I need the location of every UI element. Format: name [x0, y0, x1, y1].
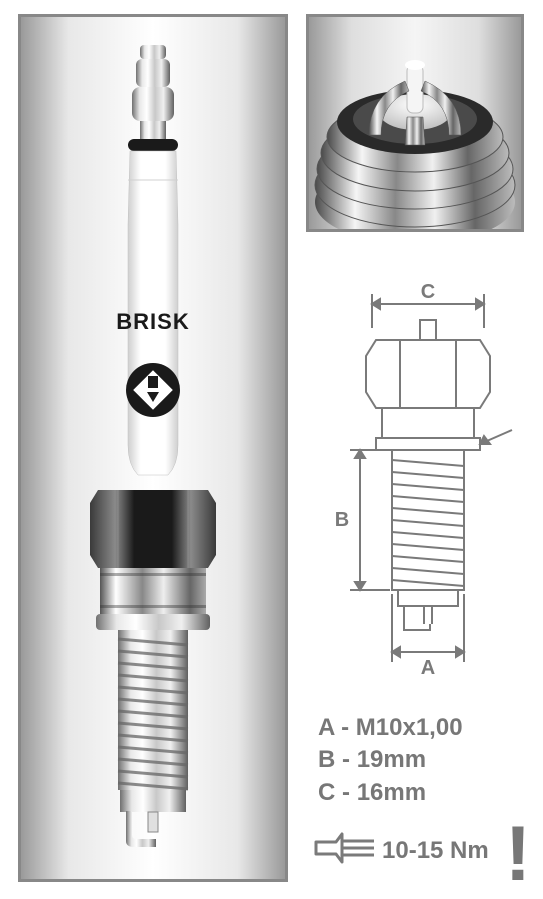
- spec-b-value: 19mm: [357, 746, 426, 773]
- spec-list: A - M10x1,00 B - 19mm C - 16mm: [318, 712, 463, 809]
- spec-c-value: 16mm: [357, 779, 426, 806]
- dimension-diagram: C B A: [312, 280, 522, 680]
- spec-row-b: B - 19mm: [318, 744, 463, 776]
- spec-c-label: C: [318, 779, 335, 806]
- main-product-frame: BRISK: [18, 14, 288, 882]
- brand-logo-icon: [125, 362, 181, 418]
- diagram-label-c: C: [421, 281, 435, 303]
- spec-a-label: A: [318, 714, 334, 741]
- attention-icon: !: [505, 808, 531, 899]
- wrench-icon: [312, 830, 376, 871]
- spec-b-label: B: [318, 746, 335, 773]
- detail-view-frame: [306, 14, 524, 232]
- diagram-label-b: B: [335, 509, 349, 531]
- spec-a-value: M10x1,00: [356, 714, 463, 741]
- torque-spec: 10-15 Nm: [312, 830, 489, 871]
- diagram-label-a: A: [421, 657, 435, 679]
- torque-value: 10-15 Nm: [382, 837, 489, 865]
- spec-row-a: A - M10x1,00: [318, 712, 463, 744]
- spec-row-c: C - 16mm: [318, 777, 463, 809]
- brand-label: BRISK: [116, 309, 189, 335]
- spark-plug-render: [78, 45, 228, 855]
